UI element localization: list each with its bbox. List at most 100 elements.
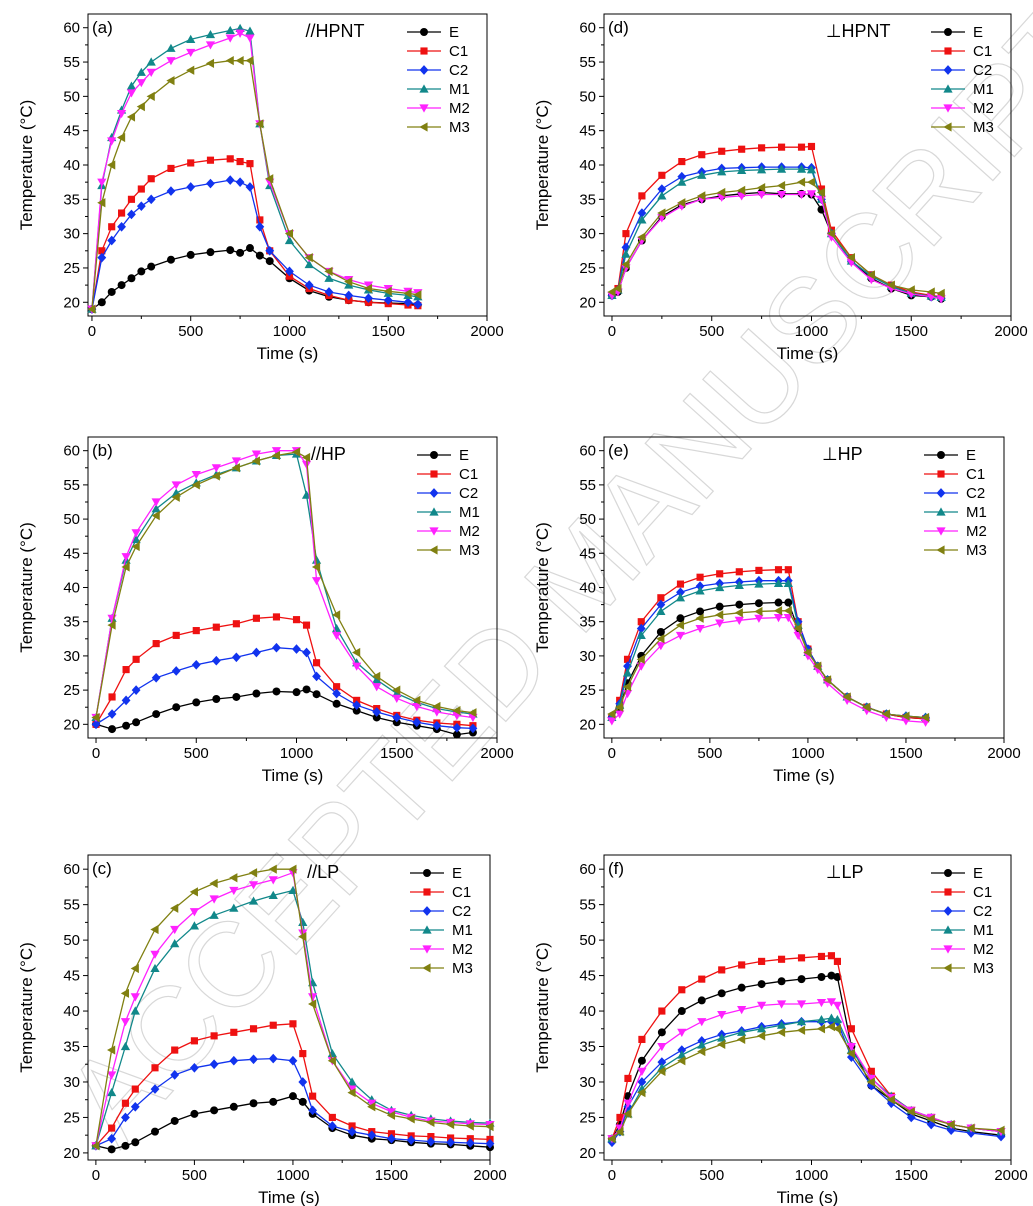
data-point-M1: [126, 81, 137, 90]
y-axis-label: Temperature (°C): [533, 942, 552, 1073]
data-point-C1: [328, 1113, 336, 1122]
y-tick-label: 40: [63, 1003, 80, 1020]
data-point-C1: [206, 156, 215, 164]
data-point-E: [332, 699, 341, 708]
data-point-M2: [796, 1000, 807, 1009]
data-point-M2: [623, 1099, 633, 1108]
data-point-M2: [107, 1071, 117, 1080]
data-point-E: [132, 718, 141, 727]
legend-label: C2: [449, 62, 468, 79]
data-point-M1: [150, 963, 160, 973]
data-point-M2: [372, 683, 382, 692]
y-tick-label: 45: [579, 545, 596, 562]
data-point-M3: [966, 1123, 975, 1133]
data-point-C1: [256, 216, 264, 224]
data-point-E: [833, 973, 842, 981]
y-tick-label: 60: [63, 443, 80, 460]
series-line-E: [95, 688, 473, 736]
data-point-E: [117, 281, 126, 290]
data-point-M1: [677, 1050, 687, 1059]
x-tick-label: 1000: [280, 745, 313, 762]
data-point-M2: [866, 1074, 876, 1084]
data-point-C1: [658, 1007, 666, 1015]
data-point-M1: [268, 890, 278, 900]
data-point-C1: [108, 223, 116, 231]
data-point-M3: [842, 692, 851, 702]
data-point-C1: [210, 1032, 218, 1040]
data-point-M2: [677, 1028, 687, 1037]
data-point-C1: [716, 570, 724, 578]
data-point-M1: [344, 280, 354, 289]
data-point-C1: [657, 594, 665, 602]
data-point-C1: [827, 952, 836, 960]
data-point-C2: [265, 245, 275, 256]
plot-frame: [87, 854, 491, 1161]
data-point-M2: [146, 68, 156, 77]
data-point-M2: [832, 1001, 843, 1010]
data-point-M3: [87, 304, 96, 314]
data-point-C2: [452, 722, 462, 733]
data-point-M2: [756, 190, 767, 200]
data-point-M2: [697, 1018, 707, 1027]
panel-title: ⊥LP: [826, 862, 864, 882]
data-point-M2: [225, 34, 235, 43]
y-tick-label: 55: [579, 477, 596, 494]
data-point-M1: [656, 606, 666, 616]
data-point-M3: [677, 1056, 686, 1066]
legend-label: E: [973, 24, 983, 41]
data-point-M1: [107, 1087, 117, 1097]
data-point-M3: [205, 58, 215, 69]
data-point-C2: [406, 1135, 416, 1145]
data-point-C1: [127, 195, 136, 203]
y-tick-label: 25: [63, 260, 80, 277]
data-point-M2: [120, 1018, 131, 1027]
legend-label: C2: [459, 485, 478, 502]
data-point-M2: [186, 48, 196, 58]
legend-marker-M3: [936, 545, 945, 555]
legend-marker-E: [430, 451, 438, 459]
data-point-M3: [866, 1077, 875, 1087]
data-point-E: [757, 980, 766, 989]
data-point-C2: [131, 685, 141, 695]
data-point-C1: [738, 145, 746, 153]
data-point-M3: [862, 702, 871, 712]
legend-label: E: [973, 865, 983, 882]
x-tick-label: 1500: [372, 323, 405, 340]
series-line-M3: [611, 1026, 1002, 1140]
y-tick-label: 20: [579, 716, 596, 733]
data-point-M3: [846, 1048, 855, 1059]
y-tick-label: 25: [579, 260, 596, 277]
data-point-M3: [255, 119, 264, 129]
data-point-C2: [677, 171, 687, 182]
data-point-M3: [637, 232, 646, 242]
data-point-C1: [678, 986, 686, 994]
data-point-M3: [637, 1087, 646, 1098]
legend-label: C1: [452, 884, 471, 901]
data-point-M3: [120, 988, 130, 998]
data-point-M1: [773, 578, 784, 587]
series-line-M3: [611, 610, 926, 719]
data-point-M3: [291, 447, 301, 457]
legend-marker-C2: [943, 65, 953, 75]
data-point-M1: [806, 165, 817, 174]
data-point-C2: [367, 1130, 377, 1141]
panel-title: ⊥HPNT: [826, 21, 891, 41]
data-point-M1: [637, 215, 647, 224]
panel-title: //HPNT: [305, 21, 364, 41]
y-tick-label: 50: [579, 88, 596, 105]
data-point-E: [236, 248, 245, 257]
data-point-M3: [304, 253, 313, 263]
data-point-M1: [697, 1040, 707, 1049]
y-tick-label: 55: [579, 897, 596, 914]
data-point-M3: [406, 1114, 415, 1124]
data-point-M2: [268, 876, 278, 885]
data-point-M3: [796, 1025, 806, 1035]
legend-label: C2: [452, 903, 471, 920]
data-point-M3: [813, 661, 822, 671]
data-point-M1: [697, 170, 707, 179]
legend-marker-M1: [429, 507, 439, 516]
data-point-E: [127, 274, 136, 283]
data-point-M3: [906, 285, 915, 295]
data-point-M2: [205, 41, 216, 50]
data-point-M1: [636, 630, 646, 639]
